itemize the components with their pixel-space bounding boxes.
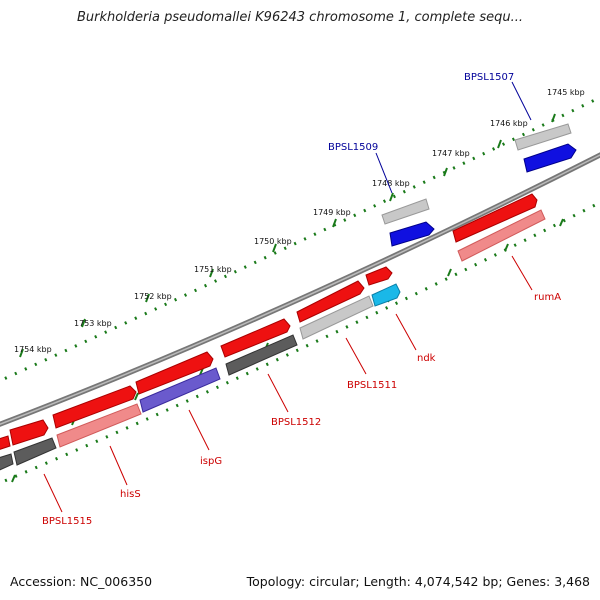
accession-text: Accession: NC_006350 — [10, 574, 153, 589]
gene-bpsl1515-gray — [13, 437, 57, 466]
gene-ispg-red — [135, 351, 214, 395]
kbp-label-1748: 1748 kbp — [372, 179, 410, 188]
gene-bpsl1511-gray — [299, 295, 374, 340]
gene-label-ispg: ispG — [200, 456, 222, 467]
gene-label-bpsl1509: BPSL1509 — [328, 142, 378, 153]
gene-bpsl1509-blue — [389, 221, 435, 247]
kbp-label-1750: 1750 kbp — [254, 237, 292, 246]
gene-ispg-purple — [139, 367, 221, 413]
gene-bpsl1511-red — [296, 280, 365, 323]
gene-bpsl1509-gray — [381, 198, 430, 225]
gene-ndk-cyan — [371, 283, 401, 307]
gene-left-edge-red — [0, 435, 11, 450]
gene-bpsl1515-red — [9, 419, 49, 446]
outer-major-ticks — [19, 113, 556, 358]
inner-major-ticks — [11, 218, 564, 483]
gene-label-bpsl1511: BPSL1511 — [347, 380, 397, 391]
gene-label-bpsl1512: BPSL1512 — [271, 417, 321, 428]
kbp-label-1752: 1752 kbp — [134, 292, 172, 301]
kbp-label-1753: 1753 kbp — [74, 319, 112, 328]
gene-bpsl1512-red — [220, 318, 291, 358]
gene-label-hiss: hisS — [120, 489, 141, 500]
kbp-label-1749: 1749 kbp — [313, 208, 351, 217]
gene-ndk-red — [365, 266, 393, 286]
gene-label-ndk: ndk — [417, 353, 436, 364]
outer-ruler — [0, 95, 600, 383]
gene-bpsl1507-blue — [523, 143, 577, 173]
backbone-line — [0, 152, 600, 427]
gene-label-ruma: rumA — [534, 292, 561, 303]
inner-ruler — [0, 200, 600, 485]
gene-label-bpsl1515: BPSL1515 — [42, 516, 92, 527]
summary-text: Topology: circular; Length: 4,074,542 bp… — [246, 574, 590, 589]
gene-ruma-red — [452, 193, 538, 243]
gene-left-edge-gray — [0, 453, 14, 471]
kbp-label-1746: 1746 kbp — [490, 119, 528, 128]
gene-bpsl1512-gray — [225, 334, 298, 376]
kbp-label-1751: 1751 kbp — [194, 265, 232, 274]
kbp-label-1754: 1754 kbp — [14, 345, 52, 354]
gene-hiss-red — [52, 385, 137, 429]
gene-ruma-light — [457, 209, 546, 262]
gene-label-bpsl1507: BPSL1507 — [464, 72, 514, 83]
map-title: Burkholderia pseudomallei K96243 chromos… — [76, 10, 524, 25]
gene-bpsl1507-gray — [514, 123, 572, 151]
gene-hiss-light — [56, 403, 142, 448]
kbp-label-1745: 1745 kbp — [547, 88, 585, 97]
kbp-label-1747: 1747 kbp — [432, 149, 470, 158]
